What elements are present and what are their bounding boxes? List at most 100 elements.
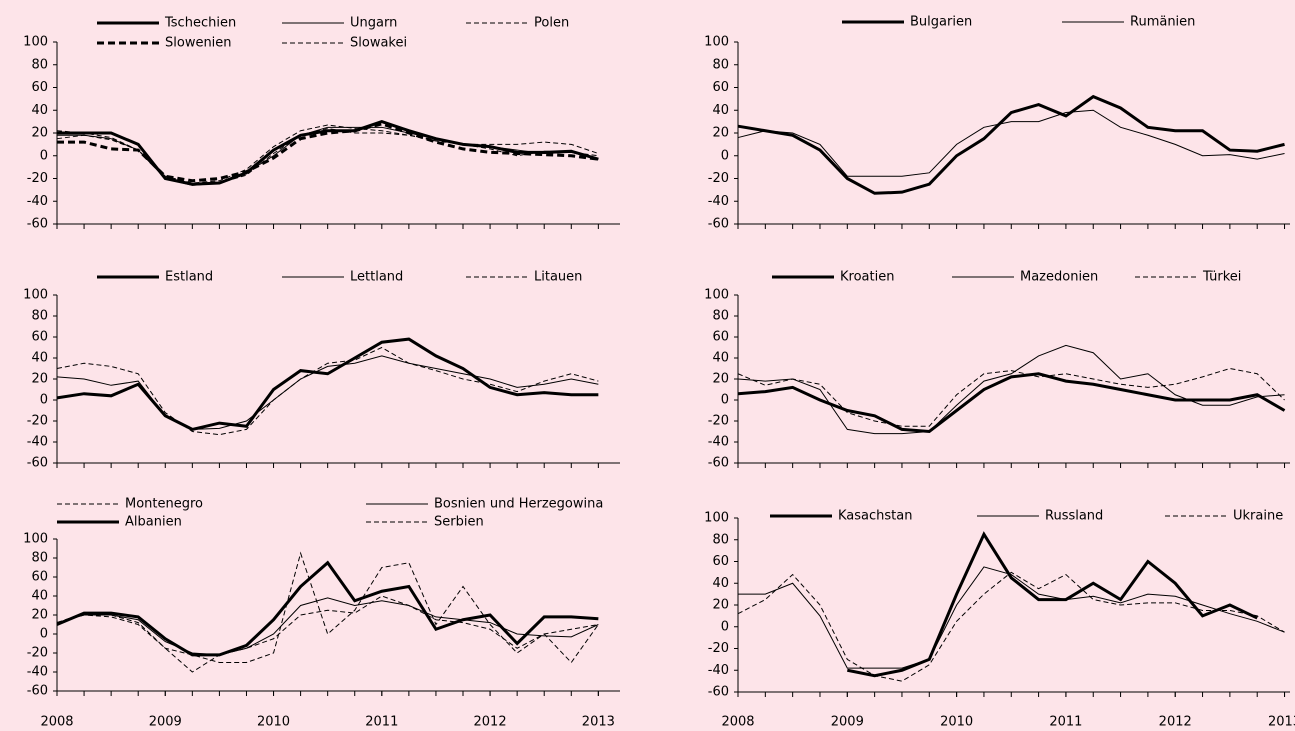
y-tick-label: -20 <box>708 641 729 656</box>
y-tick-label: -60 <box>708 456 729 471</box>
y-tick-label: 20 <box>31 126 48 141</box>
y-tick-label: 40 <box>712 576 729 591</box>
x-tick-label: 2013 <box>1268 715 1295 730</box>
y-tick-label: 40 <box>712 103 729 118</box>
legend-label: Montenegro <box>125 497 203 512</box>
y-tick-label: 0 <box>40 627 48 642</box>
y-tick-label: -60 <box>27 217 48 232</box>
series-line <box>57 122 599 183</box>
series-line <box>56 127 599 185</box>
x-tick-label: 2009 <box>831 715 864 730</box>
y-tick-label: 80 <box>712 57 729 72</box>
legend-label: Polen <box>534 16 569 31</box>
y-tick-label: 20 <box>712 126 729 141</box>
y-tick-label: 100 <box>704 511 729 526</box>
x-tick-label: 2012 <box>474 715 507 730</box>
x-tick-label: 2010 <box>940 715 973 730</box>
y-tick-label: 60 <box>712 80 729 95</box>
y-tick-label: -40 <box>27 194 48 209</box>
series-line <box>56 560 599 657</box>
series-line <box>56 355 599 430</box>
legend-label: Russland <box>1045 509 1103 524</box>
series-line <box>847 531 1258 678</box>
y-tick-label: -20 <box>27 414 48 429</box>
x-tick-label: 2008 <box>721 715 754 730</box>
series-line <box>56 337 599 431</box>
series-line <box>737 109 1285 177</box>
y-tick-label: 100 <box>23 532 48 547</box>
legend-label: Bosnien und Herzegowina <box>434 497 603 512</box>
series-line <box>738 566 1285 669</box>
y-tick-label: 0 <box>40 393 48 408</box>
y-tick-label: 40 <box>31 589 48 604</box>
y-tick-label: 20 <box>712 598 729 613</box>
series-line <box>56 346 599 436</box>
y-tick-label: 60 <box>712 554 729 569</box>
y-tick-label: 40 <box>712 351 729 366</box>
legend-label: Kroatien <box>840 270 894 285</box>
y-tick-label: -20 <box>27 171 48 186</box>
y-tick-label: 100 <box>704 35 729 50</box>
x-tick-label: 2010 <box>257 715 290 730</box>
legend-label: Albanien <box>125 515 182 530</box>
x-tick-label: 2011 <box>365 715 398 730</box>
legend-label: Lettland <box>350 270 403 285</box>
y-tick-label: -20 <box>27 646 48 661</box>
y-tick-label: 80 <box>31 309 48 324</box>
legend-label: Kasachstan <box>838 509 912 524</box>
legend-label: Türkei <box>1202 270 1241 285</box>
legend-label: Tschechien <box>164 16 236 31</box>
legend-label: Ungarn <box>350 16 397 31</box>
y-tick-label: -60 <box>708 217 729 232</box>
series-line <box>57 126 599 186</box>
legend-label: Bulgarien <box>910 15 972 30</box>
y-tick-label: 0 <box>721 148 729 163</box>
series-line <box>737 372 1286 434</box>
legend-label: Slowakei <box>350 36 407 51</box>
y-tick-label: 20 <box>31 372 48 387</box>
legend-label: Estland <box>165 270 213 285</box>
series-line <box>737 367 1285 427</box>
y-tick-label: 100 <box>23 35 48 50</box>
series-line <box>57 120 599 186</box>
y-tick-label: -20 <box>708 414 729 429</box>
y-tick-label: -40 <box>708 435 729 450</box>
y-tick-label: 100 <box>23 288 48 303</box>
y-tick-label: 20 <box>712 372 729 387</box>
y-tick-label: 60 <box>31 570 48 585</box>
y-tick-label: 0 <box>721 393 729 408</box>
y-tick-label: -60 <box>27 456 48 471</box>
legend-label: Serbien <box>434 515 484 530</box>
y-tick-label: 40 <box>31 103 48 118</box>
x-tick-label: 2012 <box>1159 715 1192 730</box>
y-tick-label: 80 <box>712 309 729 324</box>
x-tick-label: 2011 <box>1049 715 1082 730</box>
series-line <box>56 595 599 673</box>
y-tick-label: -40 <box>27 435 48 450</box>
x-tick-label: 2009 <box>149 715 182 730</box>
x-tick-label: 2013 <box>582 715 615 730</box>
legend-label: Mazedonien <box>1020 270 1098 285</box>
y-tick-label: -40 <box>708 194 729 209</box>
y-tick-label: -40 <box>708 663 729 678</box>
y-tick-label: 80 <box>31 57 48 72</box>
legend-label: Litauen <box>534 270 582 285</box>
y-tick-label: 40 <box>31 351 48 366</box>
x-tick-label: 2008 <box>40 715 73 730</box>
legend-label: Ukraine <box>1233 509 1283 524</box>
y-tick-label: 100 <box>704 288 729 303</box>
series-line <box>737 94 1285 195</box>
series-line <box>56 597 599 656</box>
series-line <box>737 344 1285 435</box>
y-tick-label: 80 <box>712 532 729 547</box>
y-tick-label: 60 <box>31 330 48 345</box>
y-tick-label: 0 <box>40 148 48 163</box>
legend-label: Rumänien <box>1130 15 1195 30</box>
y-tick-label: 60 <box>31 80 48 95</box>
series-line <box>56 551 599 664</box>
series-line <box>737 571 1285 682</box>
y-tick-label: -40 <box>27 665 48 680</box>
y-tick-label: 20 <box>31 608 48 623</box>
y-tick-label: 80 <box>31 551 48 566</box>
